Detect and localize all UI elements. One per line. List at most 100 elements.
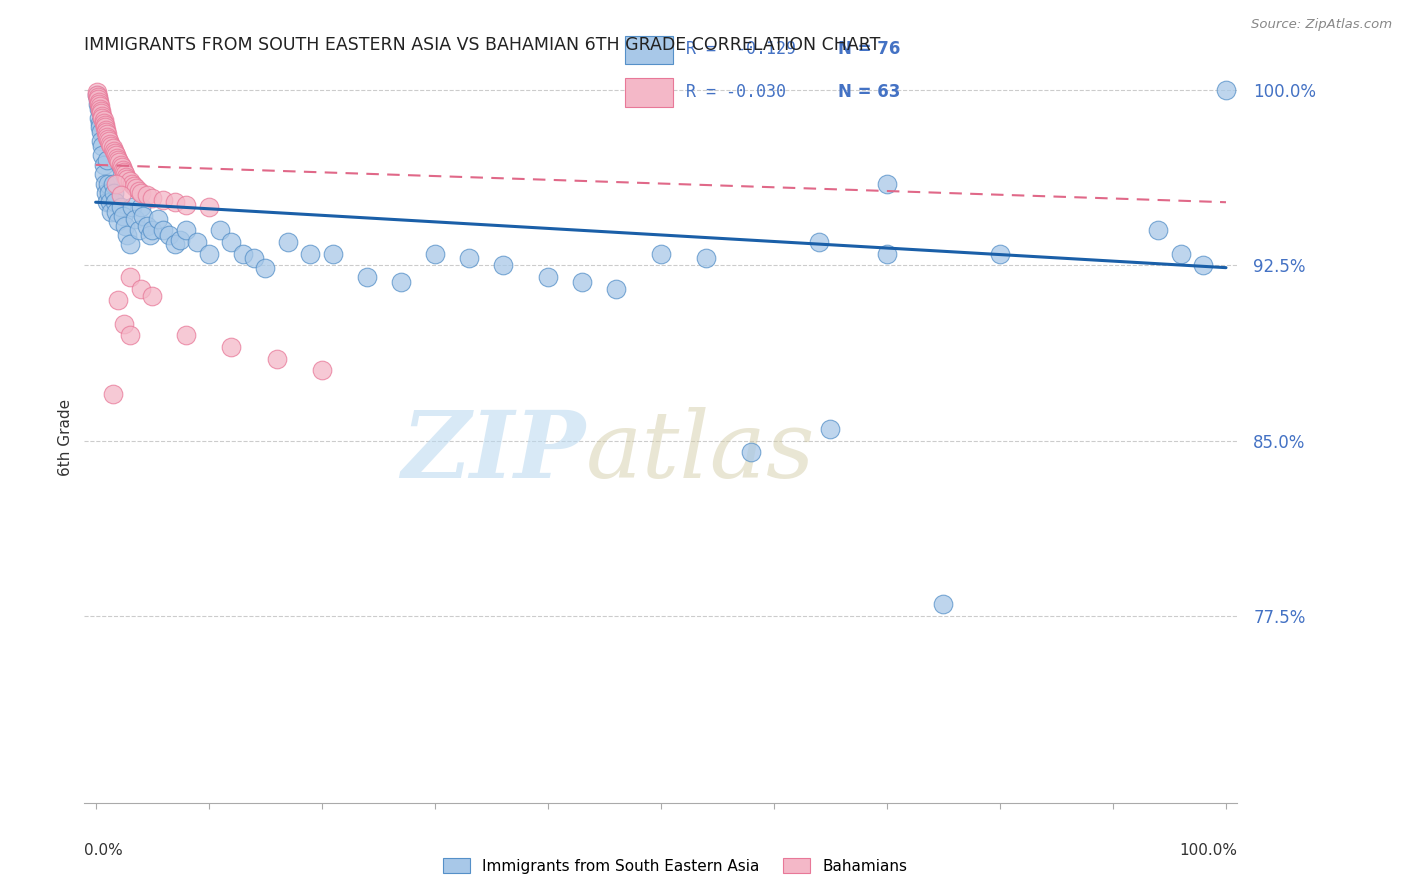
Point bbox=[98, 186, 121, 200]
Point bbox=[110, 188, 132, 202]
Point bbox=[132, 209, 155, 223]
Point bbox=[122, 178, 145, 193]
Point bbox=[695, 252, 717, 266]
Point bbox=[129, 186, 152, 200]
Point bbox=[118, 270, 141, 285]
Point bbox=[356, 270, 378, 285]
Point bbox=[232, 246, 254, 260]
Point bbox=[90, 106, 112, 120]
Point bbox=[118, 328, 141, 343]
Point bbox=[129, 282, 152, 296]
Text: ZIP: ZIP bbox=[402, 407, 586, 497]
Point bbox=[141, 190, 163, 204]
Text: Source: ZipAtlas.com: Source: ZipAtlas.com bbox=[1251, 18, 1392, 31]
Point bbox=[93, 120, 115, 135]
Point bbox=[118, 237, 141, 252]
Point bbox=[141, 289, 163, 303]
Point bbox=[197, 246, 219, 260]
Text: IMMIGRANTS FROM SOUTH EASTERN ASIA VS BAHAMIAN 6TH GRADE CORRELATION CHART: IMMIGRANTS FROM SOUTH EASTERN ASIA VS BA… bbox=[84, 36, 880, 54]
Point bbox=[740, 445, 762, 459]
Point bbox=[146, 211, 169, 226]
Point bbox=[110, 158, 132, 172]
Text: N = 76: N = 76 bbox=[838, 40, 900, 58]
Point bbox=[98, 135, 121, 149]
Point bbox=[90, 125, 112, 139]
Point bbox=[221, 340, 243, 354]
Point bbox=[94, 122, 117, 136]
Point bbox=[87, 90, 110, 104]
Point bbox=[101, 387, 124, 401]
Point bbox=[174, 197, 197, 211]
Point bbox=[125, 181, 148, 195]
Point bbox=[124, 211, 146, 226]
Point bbox=[105, 151, 128, 165]
Point bbox=[808, 235, 831, 249]
Point bbox=[100, 139, 122, 153]
Point bbox=[118, 174, 141, 188]
Point bbox=[107, 153, 129, 168]
Point bbox=[1192, 258, 1215, 272]
Point bbox=[389, 275, 412, 289]
Point bbox=[157, 227, 180, 242]
Point bbox=[650, 246, 672, 260]
Point bbox=[537, 270, 560, 285]
Point bbox=[186, 235, 208, 249]
Point bbox=[135, 188, 157, 202]
Point bbox=[163, 237, 186, 252]
Text: 100.0%: 100.0% bbox=[1180, 843, 1237, 858]
Point bbox=[112, 317, 135, 331]
Point bbox=[208, 223, 231, 237]
Point bbox=[96, 128, 118, 142]
Text: R = -0.030: R = -0.030 bbox=[686, 83, 786, 101]
Point bbox=[86, 87, 108, 102]
Point bbox=[101, 141, 124, 155]
Point bbox=[111, 162, 134, 177]
Point bbox=[91, 111, 114, 125]
Point bbox=[91, 139, 114, 153]
Point bbox=[820, 422, 842, 436]
Point bbox=[94, 125, 117, 139]
Point bbox=[254, 260, 277, 275]
Point bbox=[221, 235, 243, 249]
Point bbox=[90, 135, 112, 149]
Text: N = 63: N = 63 bbox=[838, 83, 900, 101]
Point bbox=[322, 246, 344, 260]
Point bbox=[105, 148, 128, 162]
Text: 0.0%: 0.0% bbox=[84, 843, 124, 858]
Point bbox=[141, 223, 163, 237]
Point bbox=[876, 246, 898, 260]
Point bbox=[139, 227, 162, 242]
Point bbox=[277, 235, 299, 249]
Point bbox=[115, 169, 138, 184]
Point bbox=[96, 129, 118, 144]
Point bbox=[112, 165, 135, 179]
Point bbox=[103, 186, 125, 200]
Point bbox=[491, 258, 513, 272]
Point bbox=[457, 252, 479, 266]
Point bbox=[105, 204, 128, 219]
Point bbox=[266, 351, 288, 366]
Point bbox=[152, 193, 174, 207]
Point bbox=[423, 246, 446, 260]
Point bbox=[91, 148, 114, 162]
Point bbox=[89, 102, 111, 116]
Point bbox=[98, 136, 121, 151]
Point bbox=[107, 293, 129, 308]
Point bbox=[89, 116, 111, 130]
Point bbox=[87, 102, 110, 116]
Point bbox=[571, 275, 593, 289]
Text: R =  -0.129: R = -0.129 bbox=[686, 40, 796, 58]
Point bbox=[87, 92, 110, 106]
Point bbox=[932, 597, 955, 611]
Point bbox=[103, 144, 125, 158]
Point bbox=[98, 195, 121, 210]
Point bbox=[87, 97, 110, 112]
Point bbox=[96, 153, 118, 168]
Point bbox=[110, 200, 132, 214]
Point bbox=[114, 219, 136, 233]
Point bbox=[87, 97, 110, 112]
Point bbox=[101, 177, 124, 191]
Point bbox=[128, 223, 150, 237]
Point bbox=[114, 167, 136, 181]
Point bbox=[89, 99, 111, 113]
